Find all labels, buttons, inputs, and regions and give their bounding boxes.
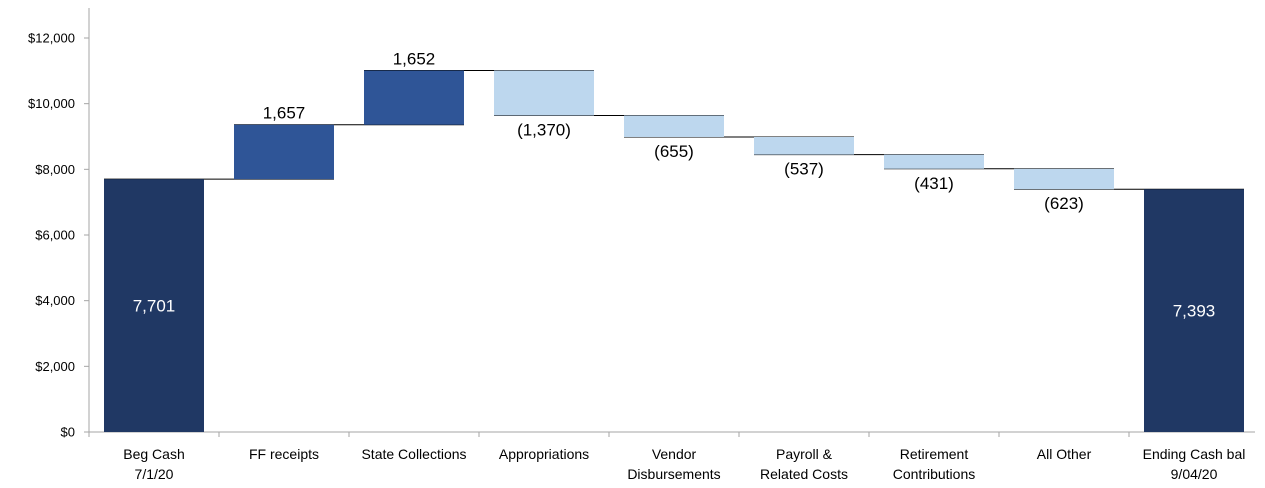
category-label: 9/04/20 — [1171, 466, 1218, 482]
category-label: Vendor — [652, 446, 697, 462]
bar-5 — [624, 115, 724, 137]
bar-7 — [884, 154, 984, 169]
category-label: Appropriations — [499, 446, 589, 462]
y-tick-label: $8,000 — [35, 162, 75, 177]
y-axis-ticks: $0 $2,000 $4,000 $6,000 $8,000 $10,000 $12,000 — [28, 31, 75, 440]
y-tick-label: $0 — [61, 425, 75, 440]
y-tick-label: $4,000 — [35, 293, 75, 308]
bar-1 — [104, 179, 204, 432]
category-label: Retirement — [900, 446, 969, 462]
bar-4 — [494, 70, 594, 116]
data-label: (1,370) — [517, 120, 571, 139]
x-axis-categories: Beg Cash 7/1/20 FF receipts State Collectio… — [123, 446, 1245, 482]
y-tick-label: $6,000 — [35, 228, 75, 243]
category-label: Beg Cash — [123, 446, 184, 462]
category-label: Payroll & — [776, 446, 833, 462]
y-tick-label: $2,000 — [35, 359, 75, 374]
data-label: (537) — [784, 160, 824, 179]
category-label: Related Costs — [760, 466, 848, 482]
data-label: (431) — [914, 174, 954, 193]
category-label: All Other — [1037, 446, 1092, 462]
bars — [104, 70, 1244, 432]
y-tick-label: $12,000 — [28, 31, 75, 46]
data-label: (623) — [1044, 194, 1084, 213]
data-label: 1,657 — [263, 104, 306, 123]
bar-8 — [1014, 168, 1114, 190]
bar-2 — [234, 124, 334, 180]
category-label: Ending Cash bal — [1143, 446, 1246, 462]
bar-9 — [1144, 189, 1244, 432]
data-label: 1,652 — [393, 50, 436, 69]
category-label: Contributions — [893, 466, 976, 482]
data-labels: 7,701 1,657 1,652 (1,370) (655) (537) (431) (62… — [133, 50, 1216, 321]
data-label: 7,701 — [133, 297, 176, 316]
data-label: 7,393 — [1173, 302, 1216, 321]
data-label: (655) — [654, 142, 694, 161]
bar-6 — [754, 136, 854, 155]
y-tick-label: $10,000 — [28, 96, 75, 111]
category-label: Disbursements — [627, 466, 720, 482]
category-label: State Collections — [361, 446, 466, 462]
category-label: FF receipts — [249, 446, 319, 462]
bar-3 — [364, 70, 464, 125]
axes — [84, 8, 1255, 437]
category-label: 7/1/20 — [135, 466, 174, 482]
